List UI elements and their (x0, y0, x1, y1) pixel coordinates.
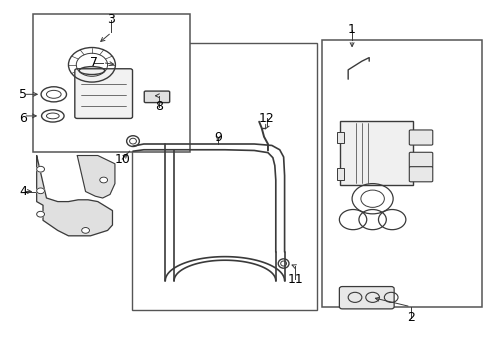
Bar (321, 40, 481, 307)
FancyBboxPatch shape (339, 287, 393, 309)
Text: 5: 5 (20, 88, 27, 101)
FancyBboxPatch shape (337, 168, 344, 180)
Text: 1: 1 (347, 23, 355, 36)
Text: 3: 3 (107, 13, 115, 26)
FancyBboxPatch shape (144, 91, 169, 103)
Polygon shape (37, 156, 112, 236)
Text: 12: 12 (259, 112, 274, 125)
Text: 11: 11 (287, 273, 303, 286)
FancyBboxPatch shape (75, 69, 132, 118)
Bar (132, 43, 316, 310)
Text: 4: 4 (20, 185, 27, 198)
Bar (33, 14, 189, 152)
Circle shape (81, 228, 89, 233)
Circle shape (100, 177, 107, 183)
Text: 9: 9 (214, 131, 222, 144)
Circle shape (37, 211, 44, 217)
Circle shape (37, 188, 44, 194)
FancyBboxPatch shape (408, 130, 432, 145)
Text: 7: 7 (90, 56, 98, 69)
FancyBboxPatch shape (408, 167, 432, 182)
Text: 2: 2 (406, 311, 414, 324)
FancyBboxPatch shape (408, 152, 432, 167)
Text: 8: 8 (155, 100, 163, 113)
Circle shape (37, 166, 44, 172)
FancyBboxPatch shape (337, 132, 344, 143)
Text: 6: 6 (20, 112, 27, 125)
Polygon shape (77, 156, 115, 198)
FancyBboxPatch shape (340, 121, 412, 185)
Text: 10: 10 (114, 153, 130, 166)
